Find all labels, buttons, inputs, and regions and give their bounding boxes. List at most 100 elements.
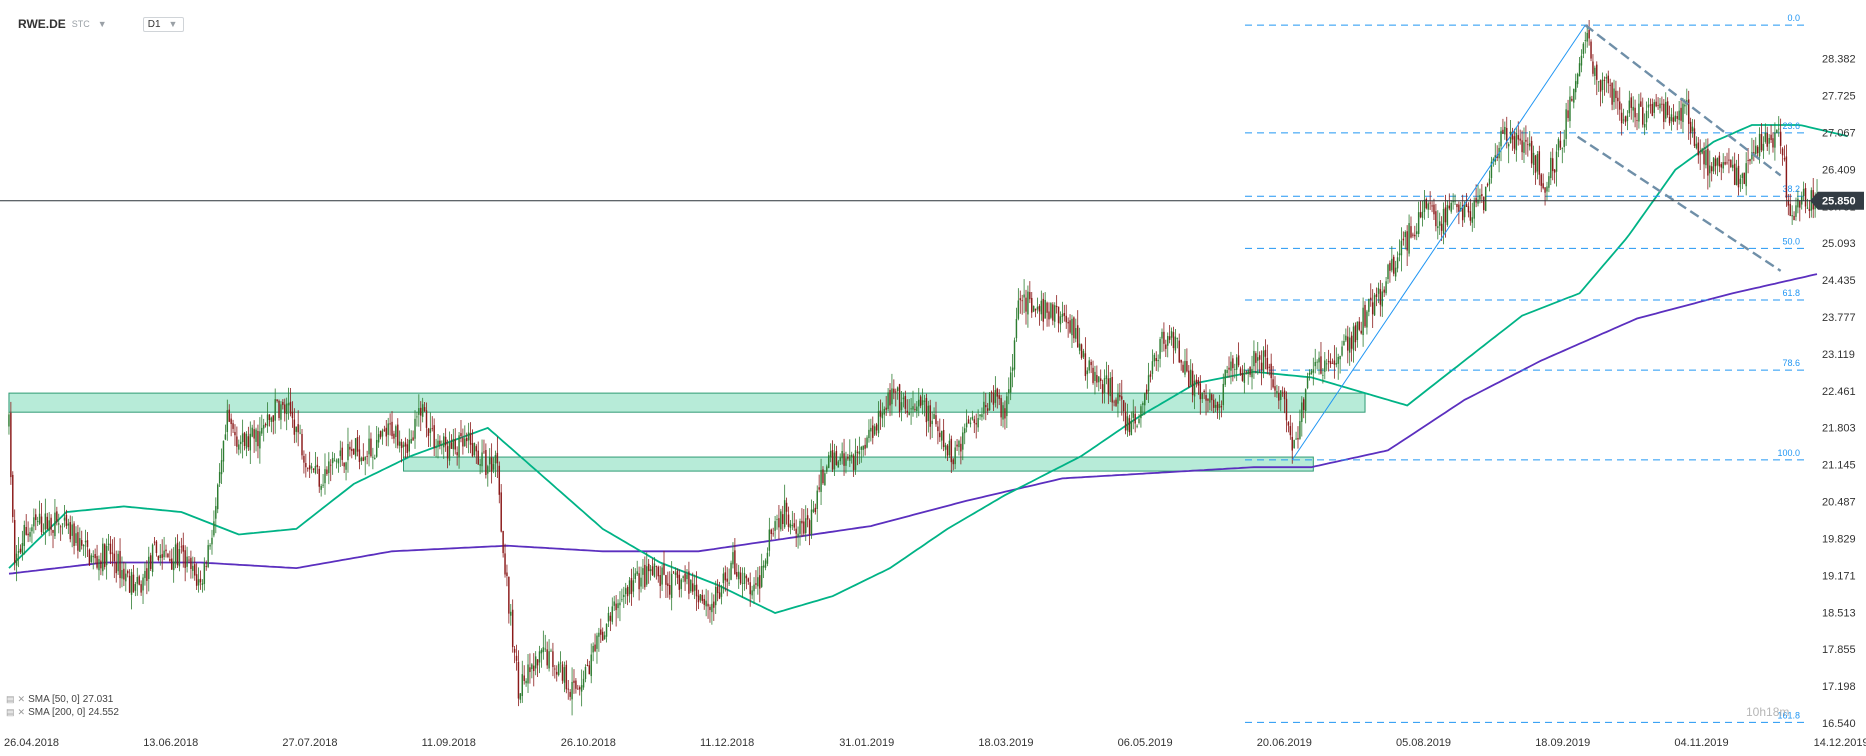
candle-body bbox=[527, 664, 529, 684]
candle bbox=[1787, 194, 1790, 216]
candle bbox=[318, 466, 320, 493]
candle bbox=[749, 572, 751, 607]
candle bbox=[902, 392, 905, 408]
candle bbox=[324, 453, 326, 495]
candle-body bbox=[253, 429, 255, 439]
candle bbox=[1325, 358, 1328, 372]
candle-body bbox=[1362, 307, 1364, 336]
candle-body bbox=[1697, 142, 1700, 156]
candle-body bbox=[1431, 205, 1433, 207]
candle bbox=[1691, 118, 1694, 138]
candle bbox=[1718, 151, 1721, 173]
candle-body bbox=[362, 457, 365, 461]
candle-body bbox=[364, 456, 366, 461]
candle bbox=[176, 534, 179, 568]
candle bbox=[1122, 400, 1125, 422]
candle bbox=[667, 571, 669, 598]
candle-body bbox=[531, 664, 533, 670]
candle bbox=[1021, 294, 1023, 315]
candle-body bbox=[58, 523, 60, 525]
candle-body bbox=[1301, 402, 1303, 422]
candle-body bbox=[333, 460, 336, 462]
candle-body bbox=[1452, 201, 1454, 203]
candle bbox=[795, 519, 797, 547]
candle-body bbox=[649, 569, 652, 572]
settings-icon[interactable]: ▤ bbox=[6, 707, 15, 717]
candle-body bbox=[1709, 165, 1711, 174]
candle bbox=[1324, 352, 1326, 380]
candle bbox=[1088, 357, 1090, 374]
candle bbox=[676, 568, 679, 585]
candle bbox=[1167, 332, 1169, 358]
candle-body bbox=[1354, 325, 1357, 343]
candle bbox=[937, 420, 939, 445]
candle-body bbox=[228, 409, 230, 422]
candle-body bbox=[1331, 363, 1334, 364]
close-icon[interactable]: ✕ bbox=[17, 694, 26, 704]
candle-body bbox=[939, 432, 941, 438]
candle bbox=[1469, 198, 1472, 226]
candle-body bbox=[730, 562, 732, 580]
candle bbox=[1642, 97, 1644, 128]
candle-body bbox=[21, 543, 24, 554]
candle bbox=[1484, 186, 1487, 212]
candle bbox=[1781, 147, 1784, 166]
candle-body bbox=[230, 418, 232, 425]
candle-body bbox=[138, 576, 140, 585]
candle bbox=[690, 578, 692, 594]
candle-body bbox=[860, 446, 863, 450]
candle bbox=[872, 416, 874, 445]
candle-body bbox=[1530, 140, 1533, 164]
candle-body bbox=[1128, 418, 1131, 433]
candle bbox=[858, 436, 861, 465]
candle-body bbox=[1235, 357, 1238, 370]
candle-body bbox=[655, 566, 658, 567]
candle bbox=[144, 561, 146, 586]
candle bbox=[217, 483, 219, 514]
candle bbox=[1797, 190, 1799, 214]
candle bbox=[1165, 339, 1167, 358]
y-tick-label: 27.725 bbox=[1822, 91, 1856, 103]
candle bbox=[898, 383, 901, 418]
candle-body bbox=[1076, 325, 1079, 348]
candle bbox=[50, 514, 52, 536]
candle-body bbox=[195, 574, 198, 586]
candle bbox=[684, 565, 686, 591]
candle bbox=[799, 518, 801, 546]
candle bbox=[969, 417, 972, 428]
candle-body bbox=[285, 403, 288, 415]
candle-body bbox=[506, 572, 508, 576]
timeframe-select[interactable]: D1 ▼ bbox=[142, 16, 185, 32]
candle bbox=[906, 399, 908, 418]
candle-body bbox=[1329, 361, 1332, 365]
candle-body bbox=[102, 543, 104, 572]
candle-body bbox=[1429, 202, 1431, 204]
candle bbox=[649, 565, 652, 581]
candle-body bbox=[268, 414, 271, 421]
candle-body bbox=[1222, 383, 1225, 406]
candle bbox=[148, 546, 150, 592]
candle-body bbox=[1094, 371, 1096, 382]
candle-body bbox=[1398, 253, 1401, 256]
candle bbox=[634, 568, 637, 583]
candle-body bbox=[734, 550, 736, 575]
candle-body bbox=[916, 406, 918, 412]
settings-icon[interactable]: ▤ bbox=[6, 694, 15, 704]
candle-body bbox=[1103, 378, 1106, 393]
candle-body bbox=[262, 425, 265, 429]
candle-body bbox=[519, 693, 522, 700]
close-icon[interactable]: ✕ bbox=[17, 707, 26, 717]
x-tick-label: 20.06.2019 bbox=[1257, 737, 1312, 749]
candle bbox=[1370, 283, 1372, 307]
x-tick-label: 26.10.2018 bbox=[561, 737, 616, 749]
candle bbox=[1620, 103, 1623, 136]
candle bbox=[814, 503, 817, 515]
candle bbox=[1450, 200, 1452, 214]
candle bbox=[998, 389, 1000, 406]
candle bbox=[1036, 297, 1039, 314]
candle bbox=[826, 464, 828, 474]
candle bbox=[1257, 342, 1259, 375]
candle-body bbox=[464, 438, 466, 447]
instrument-dropdown-icon[interactable]: ▼ bbox=[97, 19, 107, 29]
